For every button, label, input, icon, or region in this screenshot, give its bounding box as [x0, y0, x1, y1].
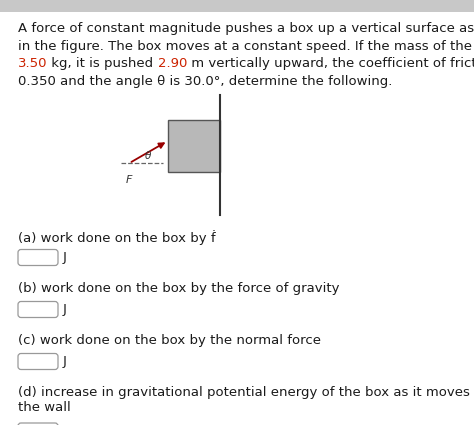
Text: (b) work done on the box by the force of gravity: (b) work done on the box by the force of…: [18, 282, 339, 295]
Text: J: J: [63, 303, 67, 316]
Text: m vertically upward, the coefficient of friction is: m vertically upward, the coefficient of …: [187, 57, 474, 70]
FancyBboxPatch shape: [18, 423, 58, 425]
Text: θ: θ: [145, 151, 151, 162]
Bar: [168, 120, 220, 172]
Bar: [0, 0, 474, 12]
Text: kg, it is pushed: kg, it is pushed: [47, 57, 158, 70]
Text: J: J: [63, 355, 67, 368]
FancyBboxPatch shape: [18, 354, 58, 369]
Text: (c) work done on the box by the normal force: (c) work done on the box by the normal f…: [18, 334, 321, 347]
Text: 2.90: 2.90: [158, 57, 187, 70]
Text: A force of constant magnitude pushes a box up a vertical surface as shown: A force of constant magnitude pushes a b…: [18, 22, 474, 35]
Text: (a) work done on the box by ḟ: (a) work done on the box by ḟ: [18, 230, 216, 245]
Text: F: F: [126, 175, 132, 185]
FancyBboxPatch shape: [18, 249, 58, 266]
Text: in the figure. The box moves at a constant speed. If the mass of the box is: in the figure. The box moves at a consta…: [18, 40, 474, 53]
FancyBboxPatch shape: [18, 301, 58, 317]
Text: 0.350 and the angle θ is 30.0°, determine the following.: 0.350 and the angle θ is 30.0°, determin…: [18, 74, 392, 88]
Text: J: J: [63, 251, 67, 264]
Text: 3.50: 3.50: [18, 57, 47, 70]
Text: (d) increase in gravitational potential energy of the box as it moves up
the wal: (d) increase in gravitational potential …: [18, 386, 474, 414]
